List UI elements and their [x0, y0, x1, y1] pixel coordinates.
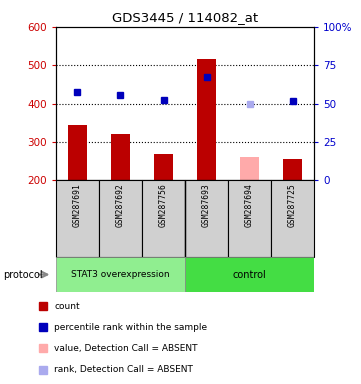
Text: rank, Detection Call = ABSENT: rank, Detection Call = ABSENT: [55, 365, 193, 374]
Bar: [56, 257, 185, 292]
Text: GSM287692: GSM287692: [116, 183, 125, 227]
Text: control: control: [233, 270, 266, 280]
Bar: [283, 159, 302, 180]
Text: GSM287725: GSM287725: [288, 183, 297, 227]
Bar: [68, 125, 87, 180]
Bar: [271, 180, 314, 257]
Bar: [99, 180, 142, 257]
Title: GDS3445 / 114082_at: GDS3445 / 114082_at: [112, 11, 258, 24]
Text: count: count: [55, 302, 80, 311]
Text: GSM287693: GSM287693: [202, 183, 211, 227]
Text: STAT3 overexpression: STAT3 overexpression: [71, 270, 170, 279]
Bar: [197, 59, 216, 180]
Bar: [185, 257, 314, 292]
Bar: [228, 180, 271, 257]
Bar: [154, 154, 173, 180]
Text: protocol: protocol: [4, 270, 43, 280]
Text: GSM287691: GSM287691: [73, 183, 82, 227]
Bar: [240, 157, 259, 180]
Bar: [56, 180, 99, 257]
Text: percentile rank within the sample: percentile rank within the sample: [55, 323, 208, 332]
Text: value, Detection Call = ABSENT: value, Detection Call = ABSENT: [55, 344, 198, 353]
Text: GSM287694: GSM287694: [245, 183, 254, 227]
Bar: [142, 180, 185, 257]
Text: GSM287756: GSM287756: [159, 183, 168, 227]
Bar: [111, 134, 130, 180]
Bar: [185, 180, 228, 257]
